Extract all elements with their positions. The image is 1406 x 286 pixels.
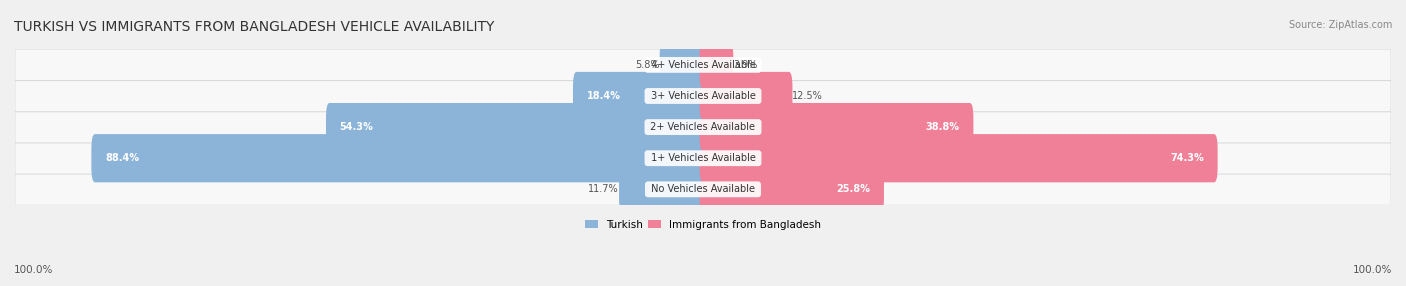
Text: 1+ Vehicles Available: 1+ Vehicles Available <box>648 153 758 163</box>
Text: 12.5%: 12.5% <box>793 91 823 101</box>
FancyBboxPatch shape <box>15 49 1391 81</box>
Text: 3.9%: 3.9% <box>734 60 758 70</box>
Text: 11.7%: 11.7% <box>589 184 619 194</box>
FancyBboxPatch shape <box>326 103 706 151</box>
Text: 54.3%: 54.3% <box>340 122 374 132</box>
Text: No Vehicles Available: No Vehicles Available <box>648 184 758 194</box>
Text: 4+ Vehicles Available: 4+ Vehicles Available <box>648 60 758 70</box>
FancyBboxPatch shape <box>619 165 706 213</box>
FancyBboxPatch shape <box>15 173 1391 205</box>
FancyBboxPatch shape <box>15 80 1391 112</box>
Legend: Turkish, Immigrants from Bangladesh: Turkish, Immigrants from Bangladesh <box>581 216 825 234</box>
Text: TURKISH VS IMMIGRANTS FROM BANGLADESH VEHICLE AVAILABILITY: TURKISH VS IMMIGRANTS FROM BANGLADESH VE… <box>14 20 495 34</box>
Text: 5.8%: 5.8% <box>636 60 659 70</box>
FancyBboxPatch shape <box>700 72 793 120</box>
Text: 18.4%: 18.4% <box>586 91 620 101</box>
Text: 100.0%: 100.0% <box>1353 265 1392 275</box>
FancyBboxPatch shape <box>659 41 706 89</box>
FancyBboxPatch shape <box>700 134 1218 182</box>
FancyBboxPatch shape <box>700 103 973 151</box>
Text: 88.4%: 88.4% <box>105 153 139 163</box>
Text: 74.3%: 74.3% <box>1170 153 1204 163</box>
Text: Source: ZipAtlas.com: Source: ZipAtlas.com <box>1288 20 1392 30</box>
FancyBboxPatch shape <box>700 165 884 213</box>
Text: 25.8%: 25.8% <box>837 184 870 194</box>
Text: 100.0%: 100.0% <box>14 265 53 275</box>
FancyBboxPatch shape <box>574 72 706 120</box>
FancyBboxPatch shape <box>15 111 1391 143</box>
FancyBboxPatch shape <box>700 41 734 89</box>
Text: 38.8%: 38.8% <box>925 122 960 132</box>
FancyBboxPatch shape <box>15 142 1391 174</box>
FancyBboxPatch shape <box>91 134 706 182</box>
Text: 3+ Vehicles Available: 3+ Vehicles Available <box>648 91 758 101</box>
Text: 2+ Vehicles Available: 2+ Vehicles Available <box>647 122 759 132</box>
